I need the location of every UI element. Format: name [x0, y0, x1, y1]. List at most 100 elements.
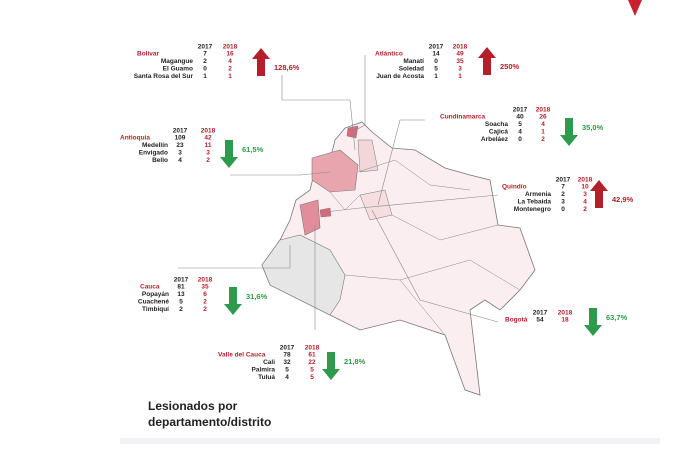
year-header: 2017 [429, 44, 444, 51]
total-2018: 61 [308, 352, 316, 359]
department-name: Quindío [502, 184, 527, 191]
leader-line [281, 75, 356, 151]
value-2018: 35 [456, 58, 464, 65]
trend-arrow [224, 287, 242, 315]
year-header: 2017 [556, 177, 571, 184]
leader-line [371, 209, 499, 323]
value-2017: 1 [203, 73, 207, 80]
total-2017: 81 [177, 284, 185, 291]
year-header: 2017 [280, 345, 295, 352]
value-2017: 5 [179, 299, 183, 306]
value-2018: 2 [206, 157, 210, 164]
municipality: El Guamo [163, 66, 193, 73]
change-percent: 128,6% [274, 63, 300, 72]
leader-line [351, 55, 366, 133]
trend-arrow [322, 352, 340, 380]
municipality: Palmira [252, 367, 276, 374]
trend-arrow [590, 180, 608, 208]
year-header: 2017 [173, 128, 188, 135]
value-2017: 0 [434, 58, 438, 65]
value-2017: 3 [561, 199, 565, 206]
value-2018: 22 [308, 359, 316, 366]
title-line: Lesionados por [148, 399, 238, 413]
value-2018: 2 [583, 206, 587, 213]
value-2018: 3 [458, 66, 462, 73]
municipality: La Tebaida [518, 199, 552, 206]
municipality: Medellín [142, 142, 168, 149]
municipality: Bello [152, 157, 168, 164]
year-header: 2017 [174, 277, 189, 284]
title-line: departamento/distrito [148, 415, 271, 429]
value-2018: 11 [205, 142, 212, 149]
value-2017: 4 [518, 129, 522, 136]
value-2018: 2 [228, 66, 232, 73]
year-header: 2018 [558, 310, 573, 317]
callout: 2017 2018 Valle del Cauca 78 61 Cali 32 22 Palmi… [218, 345, 366, 382]
total-2017: 78 [283, 352, 291, 359]
leader-line [377, 119, 425, 206]
total-2017: 7 [203, 51, 207, 58]
total-2017: 40 [516, 114, 524, 121]
total-2018: 18 [561, 317, 569, 324]
total-2017: 109 [175, 135, 186, 142]
map [261, 121, 536, 396]
total-2018: 35 [201, 284, 209, 291]
year-header: 2017 [198, 44, 213, 51]
department-name: Bolívar [137, 51, 160, 58]
trend-arrow [560, 118, 578, 146]
value-2017: 0 [518, 136, 522, 143]
value-2017: 1 [434, 73, 438, 80]
trend-arrow [584, 308, 602, 336]
year-header: 2018 [305, 345, 320, 352]
value-2017: 2 [179, 306, 183, 313]
municipality: Arbeláez [481, 136, 509, 143]
value-2017: 5 [285, 367, 289, 374]
total-2017: 54 [536, 317, 544, 324]
region-quindio [319, 207, 332, 218]
department-name: Bogotá [505, 317, 528, 324]
trend-arrow [478, 47, 496, 75]
region-antioquia [311, 149, 359, 193]
value-2018: 3 [206, 150, 210, 157]
value-2017: 5 [434, 66, 438, 73]
municipality: Popayán [142, 291, 169, 298]
value-2018: 3 [583, 191, 587, 198]
leader-line [178, 245, 291, 269]
year-header: 2018 [223, 44, 238, 51]
leader-lines [178, 55, 499, 330]
value-2017: 2 [561, 191, 565, 198]
municipality: Envigado [139, 150, 168, 157]
callout: 2017 2018 Atlántico 14 49 Manatí 0 35 Soledad 5 3 J… [375, 44, 520, 81]
value-2018: 6 [203, 291, 207, 298]
year-header: 2017 [533, 310, 548, 317]
municipality: Cajicá [489, 129, 509, 136]
value-2018: 2 [203, 299, 207, 306]
value-2018: 5 [310, 367, 314, 374]
corner-mark [628, 0, 642, 16]
change-percent: 63,7% [606, 313, 628, 322]
trend-arrow [252, 48, 270, 76]
municipality: Tuluá [258, 374, 275, 381]
value-2018: 1 [541, 129, 545, 136]
leader-line [230, 171, 331, 176]
municipality: Armenia [525, 191, 551, 198]
municipality: Soacha [485, 121, 509, 128]
value-2018: 1 [458, 73, 462, 80]
year-header: 2018 [198, 277, 213, 284]
trend-arrow [220, 140, 238, 168]
change-percent: 250% [500, 62, 520, 71]
municipality: Magangue [161, 58, 194, 65]
callout: 2017 2018 Bogotá 54 18 63,7% [505, 308, 628, 336]
value-2018: 4 [541, 121, 545, 128]
total-2018: 16 [226, 51, 234, 58]
municipality: Manatí [403, 58, 424, 65]
value-2017: 13 [177, 291, 185, 298]
value-2018: 4 [583, 199, 587, 206]
department-name: Antioquia [120, 135, 150, 142]
value-2017: 2 [203, 58, 207, 65]
value-2017: 4 [285, 374, 289, 381]
